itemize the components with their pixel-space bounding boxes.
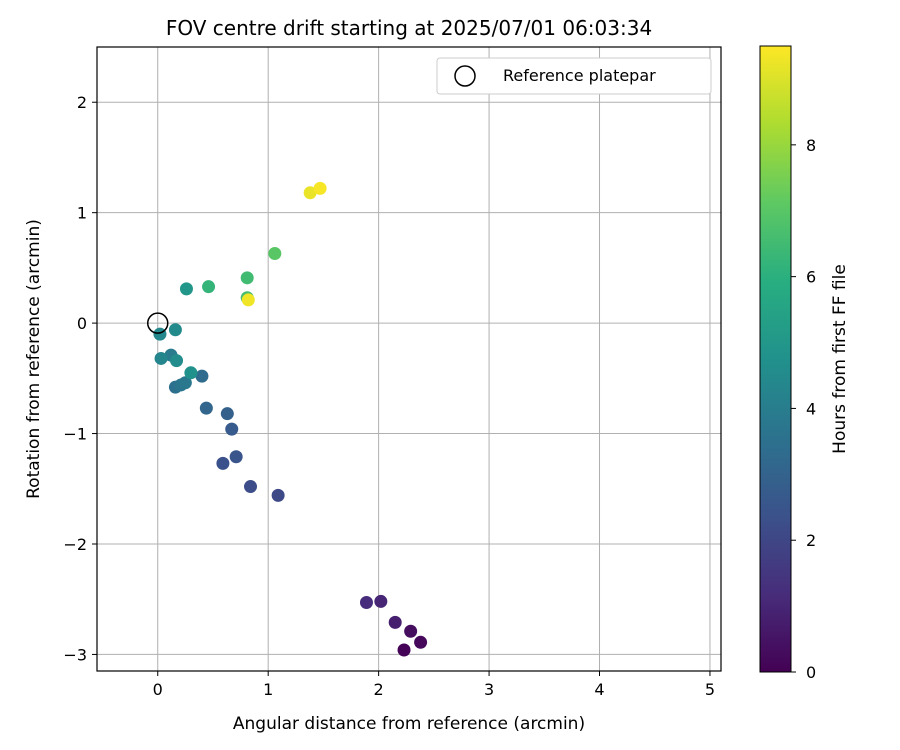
data-point <box>241 293 255 307</box>
x-tick-label: 0 <box>153 680 163 699</box>
data-point <box>225 422 239 436</box>
colorbar-label: Hours from first FF file <box>830 264 850 454</box>
data-point <box>202 280 216 294</box>
colorbar-ticks: 0 2 4 6 8 <box>791 136 816 682</box>
grid-lines <box>97 47 721 671</box>
data-point <box>216 456 230 470</box>
data-point <box>244 480 258 494</box>
legend-label: Reference platepar <box>503 66 656 85</box>
chart-title: FOV centre drift starting at 2025/07/01 … <box>166 16 652 40</box>
colorbar-tick-label: 4 <box>806 399 816 418</box>
legend-marker <box>454 65 476 87</box>
data-point <box>374 594 388 608</box>
reference-marker <box>146 312 169 334</box>
data-point <box>303 186 317 200</box>
data-points <box>153 181 428 657</box>
x-tick-label: 2 <box>374 680 384 699</box>
data-point <box>397 643 411 657</box>
data-point <box>229 450 243 464</box>
data-point <box>184 366 198 380</box>
legend-box <box>436 57 712 95</box>
colorbar-gradient <box>759 45 792 673</box>
colorbar-tick-label: 2 <box>806 531 816 550</box>
data-point <box>359 596 373 610</box>
data-point <box>414 635 428 649</box>
x-axis-label: Angular distance from reference (arcmin) <box>233 714 585 734</box>
colorbar-tick-label: 0 <box>806 663 816 682</box>
y-tick-label: 1 <box>77 204 87 223</box>
y-tick-label: −2 <box>63 535 87 554</box>
y-axis-label: Rotation from reference (arcmin) <box>24 219 44 499</box>
data-point <box>199 401 213 415</box>
data-point <box>313 181 327 195</box>
legend: Reference platepar <box>436 57 712 95</box>
data-point <box>195 369 209 383</box>
data-point <box>170 354 184 368</box>
colorbar-tick-label: 8 <box>806 136 816 155</box>
data-point <box>168 323 182 337</box>
x-axis-ticks: 0 1 2 3 4 5 <box>153 671 715 699</box>
colorbar-tick-label: 6 <box>806 268 816 287</box>
data-point <box>178 376 192 390</box>
data-point <box>154 351 168 365</box>
x-tick-label: 5 <box>705 680 715 699</box>
data-point <box>404 624 418 638</box>
y-axis-ticks: −3 −2 −1 0 1 2 <box>63 93 97 664</box>
data-point <box>179 282 193 296</box>
colorbar: 0 2 4 6 8 Hours from first FF file <box>759 45 850 682</box>
data-point <box>220 407 234 421</box>
data-point <box>268 247 282 261</box>
data-point <box>271 488 285 502</box>
y-tick-label: −1 <box>63 425 87 444</box>
x-tick-label: 3 <box>484 680 494 699</box>
x-tick-label: 1 <box>263 680 273 699</box>
y-tick-label: −3 <box>63 645 87 664</box>
x-tick-label: 4 <box>594 680 604 699</box>
data-point <box>240 271 254 285</box>
data-point <box>388 615 402 629</box>
plot-frame <box>96 46 722 672</box>
y-tick-label: 0 <box>77 314 87 333</box>
y-tick-label: 2 <box>77 93 87 112</box>
